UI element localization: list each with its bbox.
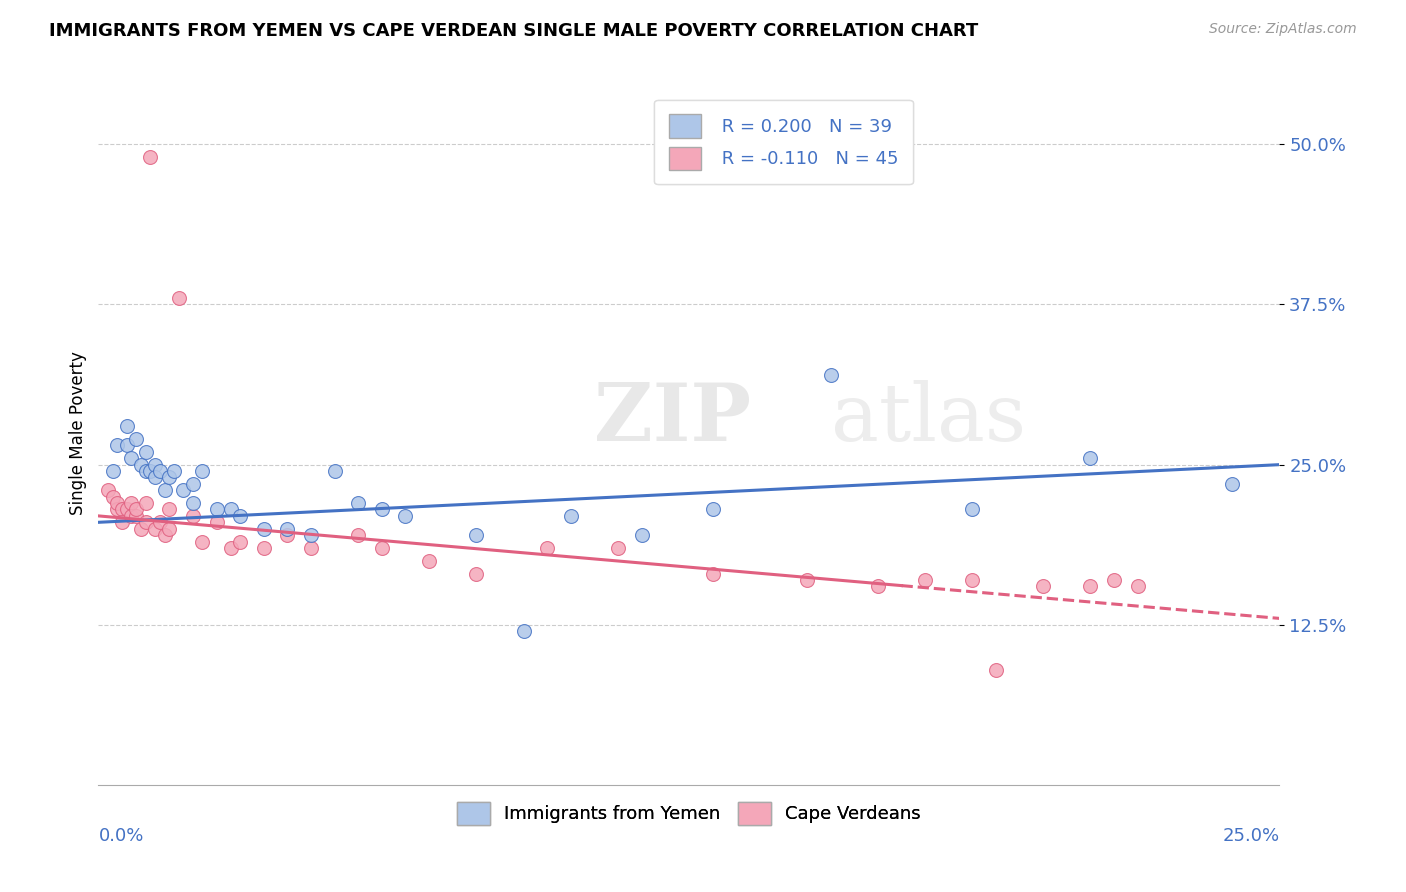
Point [111,502,134,516]
Point [866,579,889,593]
Point [115,438,138,452]
Point [157,502,180,516]
Point [129,458,152,472]
Point [139,150,162,164]
Point [153,528,176,542]
Point [181,476,204,491]
Point [984,663,1007,677]
Point [299,541,322,555]
Legend: Immigrants from Yemen, Cape Verdeans: Immigrants from Yemen, Cape Verdeans [450,795,928,832]
Point [97,483,120,498]
Point [276,528,298,542]
Point [205,502,228,516]
Text: IMMIGRANTS FROM YEMEN VS CAPE VERDEAN SINGLE MALE POVERTY CORRELATION CHART: IMMIGRANTS FROM YEMEN VS CAPE VERDEAN SI… [49,22,979,40]
Point [607,541,630,555]
Text: 25.0%: 25.0% [1222,827,1279,846]
Point [167,291,190,305]
Point [153,483,176,498]
Point [1220,476,1243,491]
Point [181,508,204,523]
Point [115,419,138,434]
Point [347,528,370,542]
Point [143,522,166,536]
Point [111,516,134,530]
Text: atlas: atlas [831,379,1026,458]
Point [157,522,180,536]
Point [560,508,582,523]
Point [512,624,534,639]
Point [135,496,157,510]
Point [1102,573,1125,587]
Point [371,541,394,555]
Point [143,458,166,472]
Point [121,496,143,510]
Point [229,534,252,549]
Point [125,502,148,516]
Point [125,508,148,523]
Point [139,464,162,478]
Point [1032,579,1054,593]
Point [465,566,488,581]
Point [1080,451,1102,466]
Point [143,470,166,484]
Point [394,508,416,523]
Point [121,451,143,466]
Point [149,516,172,530]
Point [135,516,157,530]
Point [253,541,276,555]
Point [149,464,172,478]
Point [914,573,936,587]
Point [115,502,138,516]
Point [135,445,157,459]
Point [219,502,242,516]
Point [418,554,440,568]
Point [347,496,370,510]
Point [125,432,148,446]
Point [630,528,652,542]
Point [1080,579,1102,593]
Point [536,541,558,555]
Point [796,573,818,587]
Point [702,566,724,581]
Point [101,464,124,478]
Point [157,470,180,484]
Point [181,496,204,510]
Text: 0.0%: 0.0% [98,827,143,846]
Point [962,502,984,516]
Point [465,528,488,542]
Text: ZIP: ZIP [595,379,751,458]
Point [121,508,143,523]
Point [371,502,394,516]
Point [323,464,346,478]
Y-axis label: Single Male Poverty: Single Male Poverty [69,351,87,515]
Point [191,464,214,478]
Point [205,516,228,530]
Text: Source: ZipAtlas.com: Source: ZipAtlas.com [1209,22,1357,37]
Point [105,438,128,452]
Point [105,496,128,510]
Point [1126,579,1149,593]
Point [163,464,186,478]
Point [135,464,157,478]
Point [253,522,276,536]
Point [229,508,252,523]
Point [820,368,842,382]
Point [101,490,124,504]
Point [191,534,214,549]
Point [105,502,128,516]
Point [299,528,322,542]
Point [702,502,724,516]
Point [219,541,242,555]
Point [172,483,194,498]
Point [962,573,984,587]
Point [129,522,152,536]
Point [276,522,298,536]
